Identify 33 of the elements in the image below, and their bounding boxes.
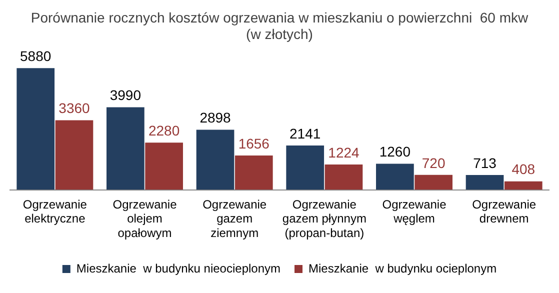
data-label: 5880 [20, 48, 52, 64]
data-label: 720 [422, 154, 446, 171]
bar [196, 130, 234, 190]
x-tick-label: Ogrzewanie gazem płynnym (propan-butan) [282, 197, 366, 240]
bar [55, 120, 94, 190]
bar [16, 68, 55, 190]
x-tick-label: Ogrzewanie elektryczne [22, 197, 88, 226]
bar [414, 174, 452, 190]
data-label: 1260 [379, 144, 411, 160]
bar [504, 181, 542, 190]
legend-label: Mieszkanie w budynku nieocieplonym [76, 261, 281, 276]
data-label: 1656 [238, 135, 270, 152]
bar [324, 164, 363, 190]
data-label: 1224 [328, 144, 360, 160]
data-label: 2280 [148, 122, 180, 138]
bar [376, 164, 414, 190]
data-label: 2141 [290, 125, 321, 142]
bar [145, 142, 183, 190]
x-tick-label: Ogrzewanie olejem opałowym [112, 197, 178, 240]
data-label: 408 [512, 161, 536, 178]
data-label: 2898 [200, 110, 232, 126]
chart-title: Porównanie rocznych kosztów ogrzewania w mieszkaniu o powierzchni 60 mkw (w złotych) [30, 9, 529, 42]
bar [286, 145, 324, 190]
bar [234, 156, 273, 190]
x-tick-label: Ogrzewanie drewnem [472, 197, 536, 226]
x-tick-label: Ogrzewanie gazem ziemnym [202, 197, 267, 240]
bar [106, 107, 144, 190]
bar [466, 175, 504, 190]
legend-label: Mieszkanie w budynku ocieplonym [308, 261, 497, 276]
data-label: 3990 [110, 87, 142, 104]
data-label: 3360 [58, 100, 90, 116]
data-label: 713 [473, 154, 497, 171]
x-tick-label: Ogrzewanie węglem [382, 197, 447, 226]
